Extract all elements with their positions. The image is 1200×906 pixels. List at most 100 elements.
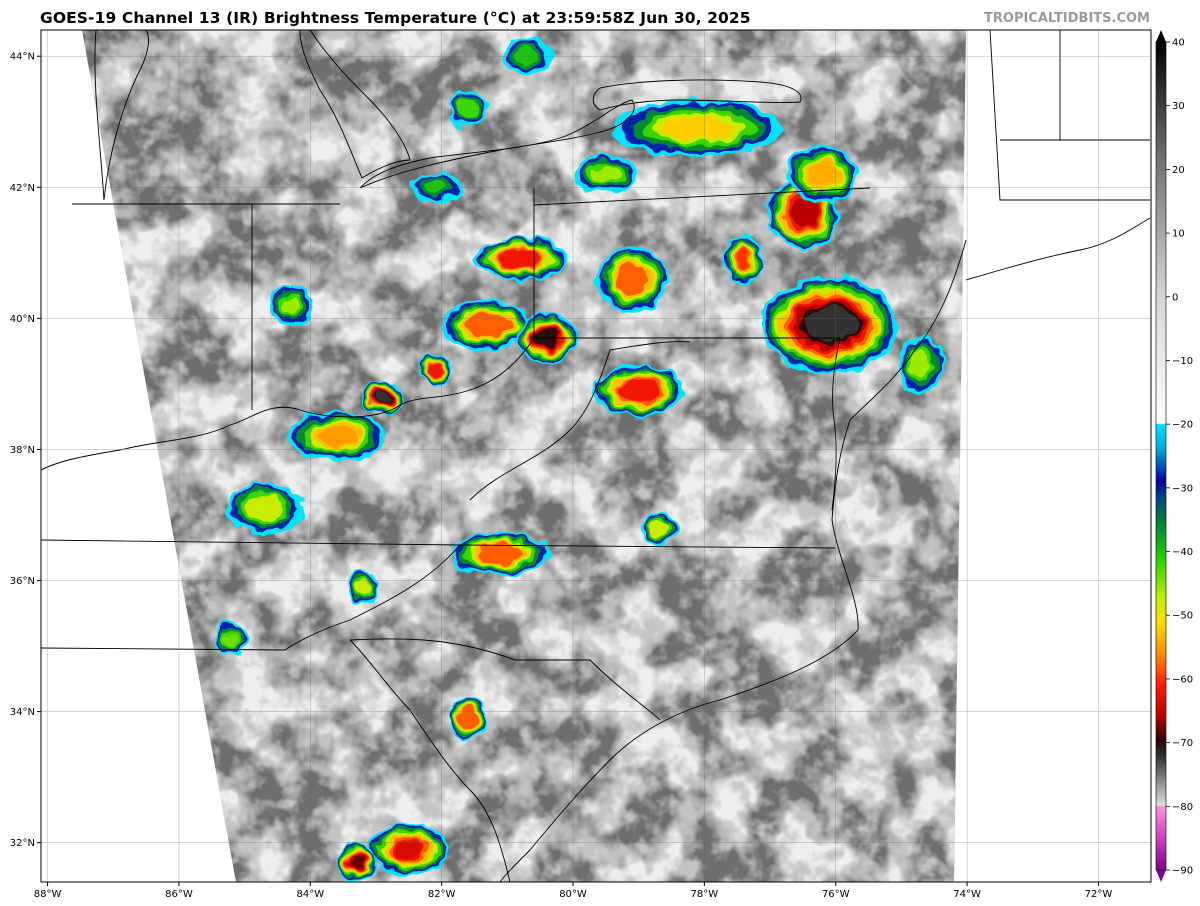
storm-cell	[337, 843, 376, 882]
new-england-coast	[965, 217, 1151, 281]
storm-cell	[346, 571, 379, 603]
colorbar-tick-label: 20	[1172, 165, 1185, 176]
colorbar-bottom-arrow	[1156, 870, 1166, 882]
lon-tick-label: 88°W	[34, 889, 62, 900]
atlantic-coast	[499, 239, 967, 882]
ohio-river	[41, 337, 535, 471]
lat-tick-label: 44°N	[10, 52, 35, 63]
cell-contour	[737, 250, 751, 269]
cell-contour	[618, 266, 646, 292]
satellite-scan-area	[82, 30, 966, 882]
cell-contour	[621, 381, 656, 400]
colorbar-top-arrow	[1156, 30, 1166, 42]
lake-huron-shore	[299, 30, 411, 179]
cell-contour	[660, 116, 735, 140]
storm-cell	[787, 145, 859, 204]
cell-contour	[808, 163, 837, 186]
lake-ontario-shore	[592, 79, 802, 111]
lat-tick-label: 38°N	[10, 445, 35, 456]
nc-sc-line	[349, 638, 661, 721]
latitude-axis: 32°N 34°N 36°N 38°N 40°N 42°N 44°N	[10, 52, 41, 849]
sc-georgia-line	[349, 639, 511, 882]
tennessee-nc-line	[284, 544, 461, 651]
storm-cell	[419, 354, 451, 387]
cell-contour	[375, 392, 390, 402]
colorbar-tick-label: −20	[1172, 420, 1193, 431]
storm-cell	[369, 823, 448, 875]
storm-cell	[639, 512, 678, 544]
colorbar-tick-label: −60	[1172, 674, 1193, 685]
lon-tick-label: 86°W	[165, 889, 193, 900]
storm-cell	[448, 89, 488, 128]
lon-tick-label: 80°W	[559, 889, 587, 900]
colorbar-frame	[1155, 41, 1167, 871]
colorbar-tick-label: −70	[1172, 738, 1193, 749]
colorbar-ticks: 40 30 20 10 0 −10 −20 −30 −40 −50 −60 −70 −80 −90	[1166, 38, 1193, 877]
storm-cell	[573, 155, 639, 194]
cell-contour	[912, 352, 931, 377]
colorbar-tick-label: −40	[1172, 547, 1193, 558]
storm-cell	[612, 99, 783, 158]
storm-cell	[593, 364, 685, 417]
lat-lon-grid	[41, 30, 1151, 882]
cell-contour	[461, 710, 475, 726]
temperature-colorbar: 40 30 20 10 0 −10 −20 −30 −40 −50 −60 −70 −80 −90	[1155, 30, 1193, 882]
lon-tick-label: 74°W	[953, 889, 981, 900]
new-england-lines	[989, 30, 1150, 201]
storm-cell	[452, 531, 550, 577]
colorbar-tick-label: 10	[1172, 229, 1185, 240]
colorbar-tick-label: −90	[1172, 866, 1193, 877]
cell-contour	[281, 297, 300, 313]
virginia-nc-line	[459, 544, 836, 549]
cell-contour	[592, 166, 620, 182]
cell-contour	[469, 315, 506, 335]
cell-contour	[651, 522, 666, 534]
lat-tick-label: 34°N	[10, 707, 35, 718]
storm-cell	[215, 623, 248, 656]
lon-tick-label: 84°W	[296, 889, 324, 900]
lat-tick-label: 32°N	[10, 838, 35, 849]
tennessee-georgia-line	[41, 647, 286, 651]
storm-cell	[475, 237, 566, 282]
cell-contour	[225, 633, 238, 646]
storm-cell	[360, 381, 405, 413]
lat-tick-label: 40°N	[10, 314, 35, 325]
cell-contour	[394, 840, 424, 859]
storm-cell	[287, 410, 386, 463]
storm-cell	[268, 286, 314, 325]
colorbar-tick-label: 40	[1172, 38, 1185, 49]
colorbar-gradient	[1156, 42, 1166, 870]
cell-contour	[357, 581, 369, 593]
lat-tick-label: 42°N	[10, 183, 35, 194]
kentucky-tennessee-line	[41, 539, 461, 546]
storm-cell	[442, 299, 534, 351]
cell-contour	[350, 856, 363, 869]
virginia-wv-line	[469, 341, 691, 501]
convective-storm-cells	[215, 37, 944, 882]
source-credit: TROPICALTIDBITS.COM	[984, 11, 1150, 26]
colorbar-tick-label: 0	[1172, 292, 1178, 303]
lon-tick-label: 78°W	[691, 889, 719, 900]
cell-contour	[481, 546, 520, 563]
storm-cell	[225, 482, 304, 535]
colorbar-tick-label: −30	[1172, 483, 1193, 494]
colorbar-tick-label: 30	[1172, 101, 1185, 112]
longitude-axis: 88°W 86°W 84°W 82°W 80°W 78°W 76°W 74°W 72°W	[34, 882, 1113, 900]
lon-tick-label: 82°W	[428, 889, 456, 900]
lon-tick-label: 76°W	[822, 889, 850, 900]
colorbar-tick-label: −50	[1172, 611, 1193, 622]
cell-contour	[460, 101, 476, 117]
lon-tick-label: 72°W	[1085, 889, 1113, 900]
cell-contour	[803, 306, 856, 343]
cell-contour	[790, 200, 816, 227]
colorbar-tick-label: −10	[1172, 356, 1193, 367]
storm-cell	[760, 276, 898, 374]
storm-cell	[724, 233, 763, 286]
cell-contour	[316, 426, 357, 446]
colorbar-tick-label: −80	[1172, 802, 1193, 813]
cell-contour	[248, 498, 281, 519]
storm-cell	[898, 335, 944, 394]
storm-cell	[448, 695, 488, 741]
cell-contour	[503, 251, 538, 267]
